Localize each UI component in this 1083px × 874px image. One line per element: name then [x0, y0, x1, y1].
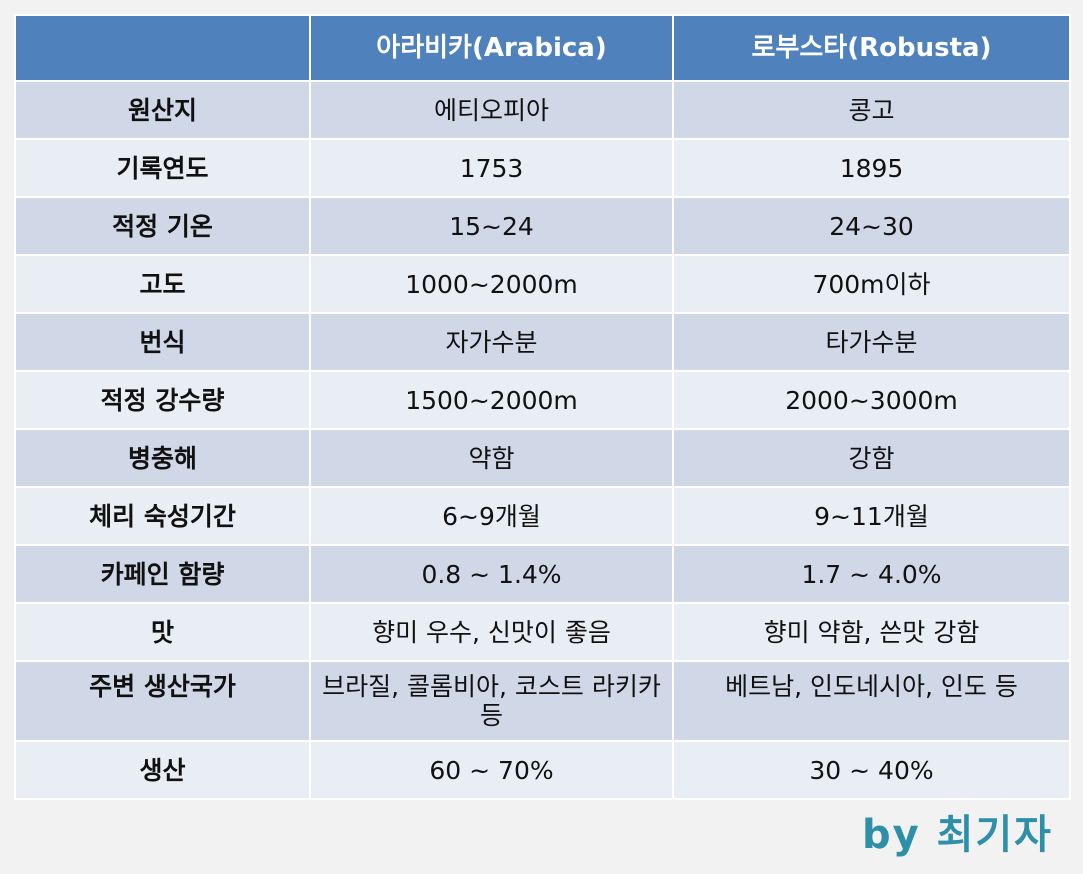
row-label: 체리 숙성기간 [14, 486, 311, 546]
row-label: 적정 강수량 [14, 370, 311, 430]
arabica-cell: 약함 [309, 428, 674, 488]
robusta-cell: 30 ~ 40% [672, 740, 1071, 800]
robusta-cell: 1.7 ~ 4.0% [672, 544, 1071, 604]
robusta-cell: 강함 [672, 428, 1071, 488]
robusta-cell: 1895 [672, 138, 1071, 198]
robusta-cell: 콩고 [672, 80, 1071, 140]
arabica-cell: 0.8 ~ 1.4% [309, 544, 674, 604]
arabica-cell: 1500~2000m [309, 370, 674, 430]
row-label: 주변 생산국가 [14, 660, 311, 742]
header-arabica: 아라비카(Arabica) [309, 14, 674, 82]
robusta-cell: 24~30 [672, 196, 1071, 256]
robusta-cell: 9~11개월 [672, 486, 1071, 546]
row-label: 고도 [14, 254, 311, 314]
arabica-cell: 15~24 [309, 196, 674, 256]
arabica-cell: 1753 [309, 138, 674, 198]
table-row-altitude: 고도 1000~2000m 700m이하 [14, 254, 1071, 314]
table-row-temperature: 적정 기온 15~24 24~30 [14, 196, 1071, 256]
robusta-cell: 베트남, 인도네시아, 인도 등 [672, 660, 1071, 742]
table-row-origin: 원산지 에티오피아 콩고 [14, 80, 1071, 140]
arabica-cell: 브라질, 콜롬비아, 코스트 라키카 등 [309, 660, 674, 742]
arabica-cell: 1000~2000m [309, 254, 674, 314]
row-label: 번식 [14, 312, 311, 372]
row-label: 적정 기온 [14, 196, 311, 256]
table-row-caffeine: 카페인 함량 0.8 ~ 1.4% 1.7 ~ 4.0% [14, 544, 1071, 604]
robusta-cell: 향미 약함, 쓴맛 강함 [672, 602, 1071, 662]
row-label: 기록연도 [14, 138, 311, 198]
row-label: 카페인 함량 [14, 544, 311, 604]
row-label: 원산지 [14, 80, 311, 140]
table-row-pest-resistance: 병충해 약함 강함 [14, 428, 1071, 488]
author-signature: by 최기자 [861, 812, 1053, 858]
arabica-cell: 에티오피아 [309, 80, 674, 140]
table-header-row: 아라비카(Arabica) 로부스타(Robusta) [14, 14, 1071, 82]
robusta-cell: 700m이하 [672, 254, 1071, 314]
robusta-cell: 타가수분 [672, 312, 1071, 372]
arabica-cell: 자가수분 [309, 312, 674, 372]
table-row-pollination: 번식 자가수분 타가수분 [14, 312, 1071, 372]
table-row-taste: 맛 향미 우수, 신맛이 좋음 향미 약함, 쓴맛 강함 [14, 602, 1071, 662]
row-label: 병충해 [14, 428, 311, 488]
robusta-cell: 2000~3000m [672, 370, 1071, 430]
arabica-cell: 6~9개월 [309, 486, 674, 546]
table-row-record-year: 기록연도 1753 1895 [14, 138, 1071, 198]
header-robusta: 로부스타(Robusta) [672, 14, 1071, 82]
arabica-robusta-comparison-table: 아라비카(Arabica) 로부스타(Robusta) 원산지 에티오피아 콩고… [14, 14, 1071, 800]
table-row-rainfall: 적정 강수량 1500~2000m 2000~3000m [14, 370, 1071, 430]
row-label: 맛 [14, 602, 311, 662]
arabica-cell: 60 ~ 70% [309, 740, 674, 800]
comparison-table-container: 아라비카(Arabica) 로부스타(Robusta) 원산지 에티오피아 콩고… [14, 14, 1071, 800]
arabica-cell: 향미 우수, 신맛이 좋음 [309, 602, 674, 662]
row-label: 생산 [14, 740, 311, 800]
table-row-production-share: 생산 60 ~ 70% 30 ~ 40% [14, 740, 1071, 800]
header-corner-cell [14, 14, 311, 82]
table-row-producing-countries: 주변 생산국가 브라질, 콜롬비아, 코스트 라키카 등 베트남, 인도네시아,… [14, 660, 1071, 742]
table-row-cherry-ripening: 체리 숙성기간 6~9개월 9~11개월 [14, 486, 1071, 546]
